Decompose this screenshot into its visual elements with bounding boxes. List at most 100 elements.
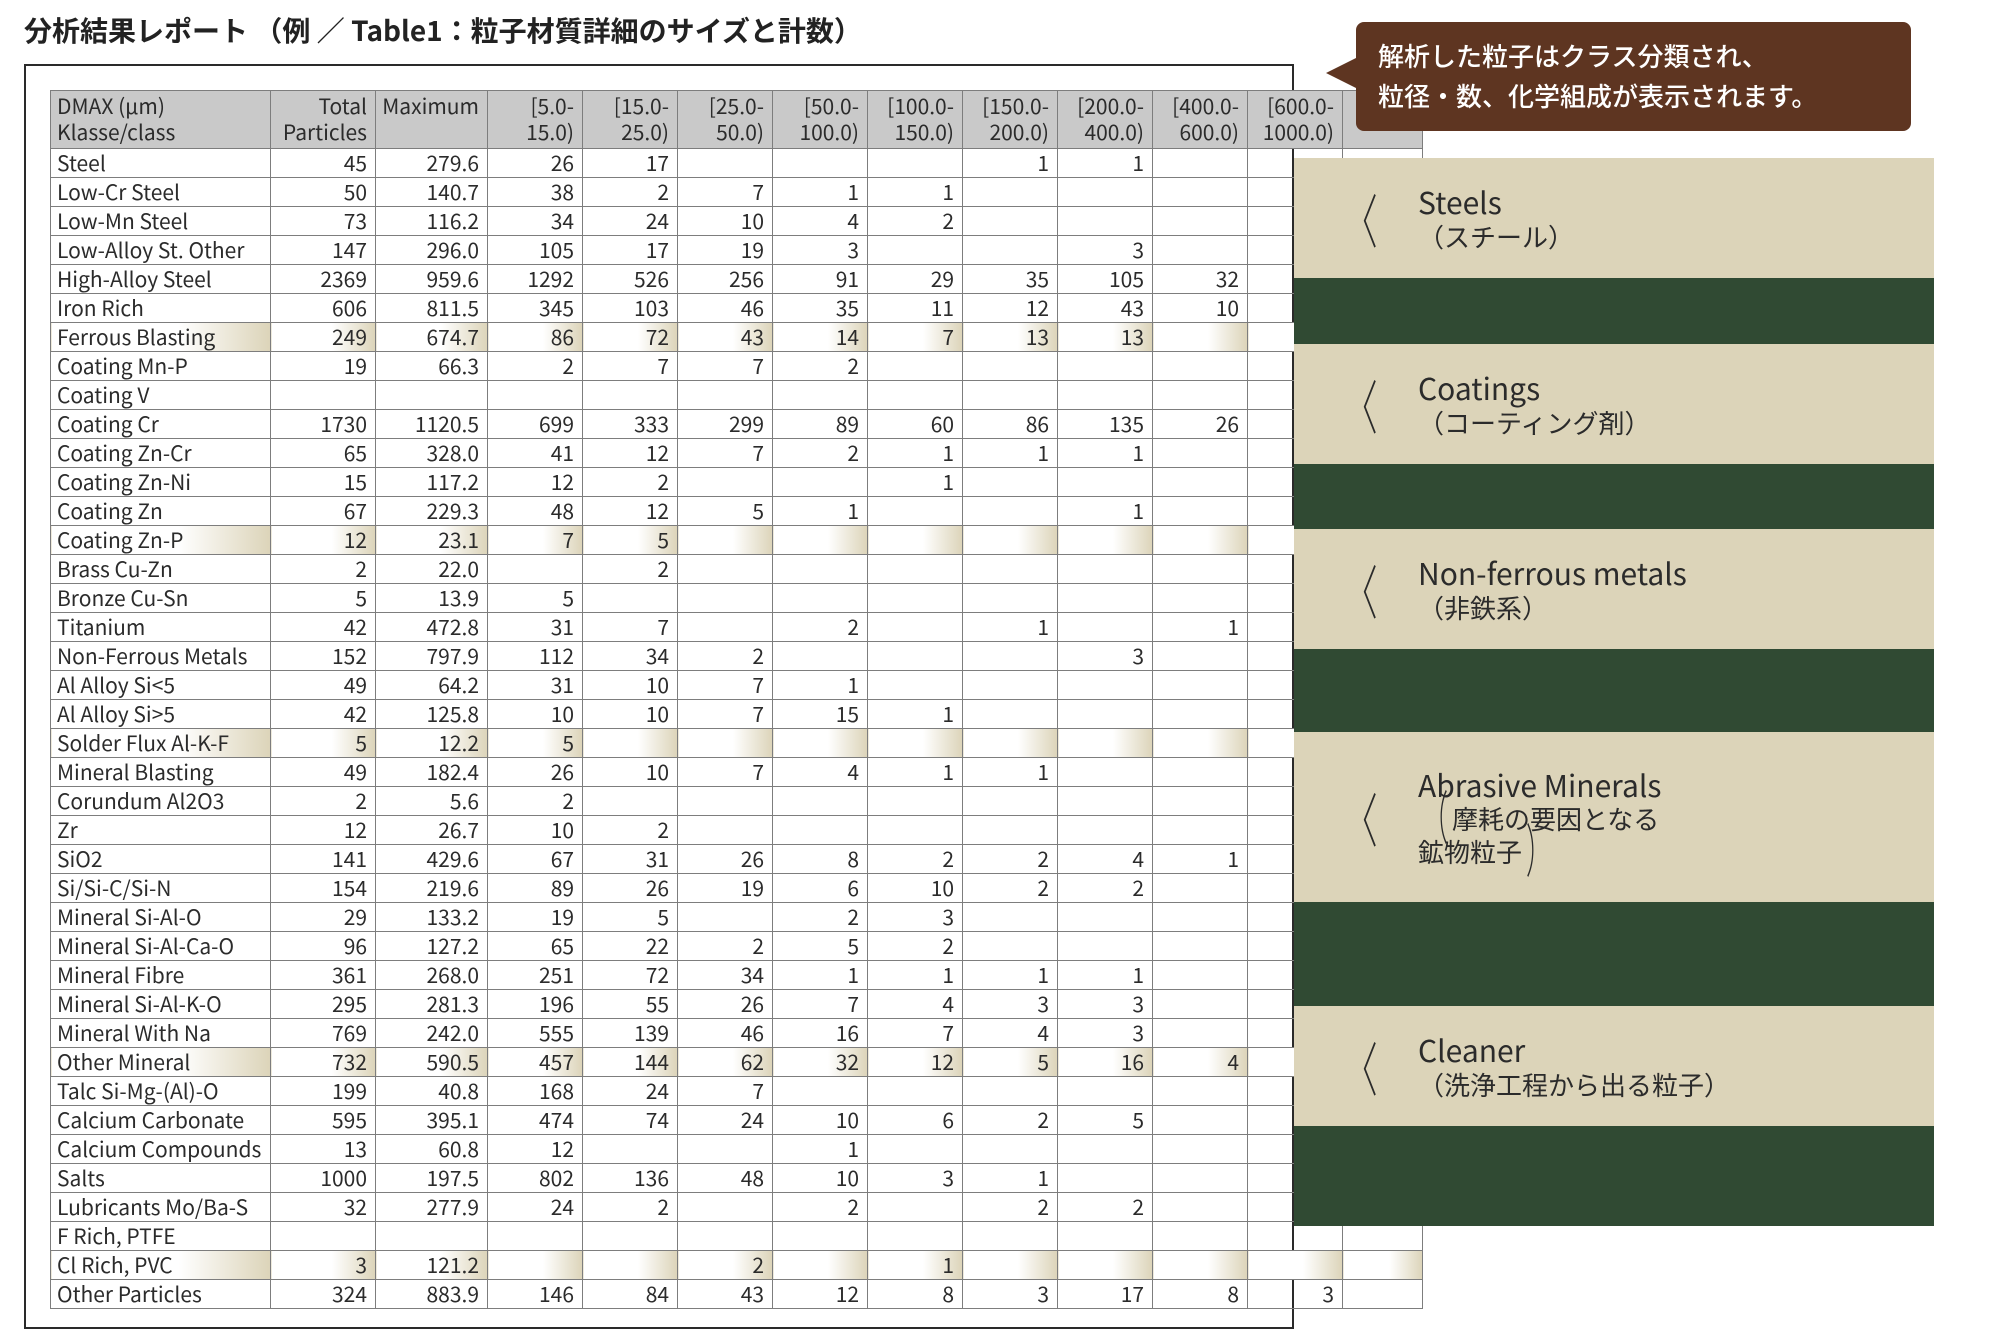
value-cell: 333 bbox=[583, 410, 678, 439]
value-cell bbox=[868, 613, 963, 642]
value-cell: 1 bbox=[963, 149, 1058, 178]
value-cell: 12 bbox=[963, 294, 1058, 323]
value-cell: 324 bbox=[271, 1280, 376, 1309]
value-cell bbox=[1058, 526, 1153, 555]
value-cell bbox=[1153, 236, 1248, 265]
value-cell: 2 bbox=[868, 207, 963, 236]
value-cell: 674.7 bbox=[376, 323, 488, 352]
value-cell: 7 bbox=[583, 613, 678, 642]
value-cell bbox=[1153, 990, 1248, 1019]
value-cell bbox=[1153, 932, 1248, 961]
value-cell bbox=[1153, 642, 1248, 671]
row-name-cell: Calcium Carbonate bbox=[51, 1106, 271, 1135]
value-cell bbox=[773, 1251, 868, 1280]
row-name-cell: Mineral Blasting bbox=[51, 758, 271, 787]
value-cell bbox=[488, 1251, 583, 1280]
value-cell bbox=[963, 1135, 1058, 1164]
table-row: Solder Flux Al-K-F512.25 bbox=[51, 729, 1423, 758]
value-cell: 11 bbox=[868, 294, 963, 323]
row-name-cell: Mineral Si-Al-O bbox=[51, 903, 271, 932]
value-cell bbox=[963, 1222, 1058, 1251]
value-cell bbox=[1153, 1193, 1248, 1222]
value-cell bbox=[963, 1077, 1058, 1106]
table-row: Si/Si-C/Si-N154219.689261961022 bbox=[51, 874, 1423, 903]
row-name-cell: Cl Rich, PVC bbox=[51, 1251, 271, 1280]
value-cell: 182.4 bbox=[376, 758, 488, 787]
value-cell bbox=[868, 1135, 963, 1164]
value-cell: 3 bbox=[1058, 1019, 1153, 1048]
value-cell: 10 bbox=[1153, 294, 1248, 323]
value-cell: 2 bbox=[583, 555, 678, 584]
col-header: [400.0-600.0) bbox=[1153, 91, 1248, 149]
value-cell bbox=[1153, 497, 1248, 526]
value-cell: 3 bbox=[1058, 990, 1153, 1019]
value-cell bbox=[678, 555, 773, 584]
value-cell: 103 bbox=[583, 294, 678, 323]
value-cell bbox=[583, 381, 678, 410]
value-cell bbox=[678, 149, 773, 178]
value-cell: 48 bbox=[678, 1164, 773, 1193]
value-cell bbox=[963, 729, 1058, 758]
value-cell: 12 bbox=[488, 468, 583, 497]
row-name-cell: Coating Cr bbox=[51, 410, 271, 439]
content-row: DMAX (µm)Klasse/classTotalParticlesMaxim… bbox=[24, 64, 1978, 1329]
value-cell bbox=[678, 613, 773, 642]
value-cell bbox=[1153, 816, 1248, 845]
value-cell: 32 bbox=[271, 1193, 376, 1222]
value-cell: 43 bbox=[678, 323, 773, 352]
value-cell: 555 bbox=[488, 1019, 583, 1048]
value-cell: 811.5 bbox=[376, 294, 488, 323]
value-cell bbox=[678, 468, 773, 497]
value-cell: 140.7 bbox=[376, 178, 488, 207]
value-cell bbox=[868, 497, 963, 526]
value-cell bbox=[868, 1193, 963, 1222]
value-cell: 40.8 bbox=[376, 1077, 488, 1106]
table-row: Talc Si-Mg-(Al)-O19940.8168247 bbox=[51, 1077, 1423, 1106]
row-name-cell: Brass Cu-Zn bbox=[51, 555, 271, 584]
value-cell bbox=[868, 352, 963, 381]
table-frame: DMAX (µm)Klasse/classTotalParticlesMaxim… bbox=[24, 64, 1294, 1329]
value-cell bbox=[868, 787, 963, 816]
value-cell: 1292 bbox=[488, 265, 583, 294]
row-name-cell: Steel bbox=[51, 149, 271, 178]
value-cell: 24 bbox=[583, 207, 678, 236]
value-cell: 34 bbox=[583, 642, 678, 671]
value-cell: 12 bbox=[868, 1048, 963, 1077]
value-cell: 1 bbox=[1058, 497, 1153, 526]
value-cell: 2 bbox=[583, 468, 678, 497]
value-cell: 10 bbox=[773, 1106, 868, 1135]
row-name-cell: SiO2 bbox=[51, 845, 271, 874]
row-name-cell: Coating Zn bbox=[51, 497, 271, 526]
row-name-cell: Calcium Compounds bbox=[51, 1135, 271, 1164]
value-cell: 2 bbox=[583, 178, 678, 207]
value-cell: 26.7 bbox=[376, 816, 488, 845]
value-cell: 17 bbox=[1058, 1280, 1153, 1309]
value-cell bbox=[1058, 758, 1153, 787]
row-name-cell: Other Mineral bbox=[51, 1048, 271, 1077]
value-cell: 7 bbox=[678, 439, 773, 468]
value-cell: 50 bbox=[271, 178, 376, 207]
value-cell: 31 bbox=[488, 613, 583, 642]
value-cell: 296.0 bbox=[376, 236, 488, 265]
row-name-cell: Bronze Cu-Sn bbox=[51, 584, 271, 613]
value-cell: 86 bbox=[488, 323, 583, 352]
row-name-cell: F Rich, PTFE bbox=[51, 1222, 271, 1251]
value-cell: 6 bbox=[868, 1106, 963, 1135]
value-cell bbox=[678, 1193, 773, 1222]
row-name-cell: Mineral Si-Al-Ca-O bbox=[51, 932, 271, 961]
value-cell bbox=[868, 642, 963, 671]
value-cell: 196 bbox=[488, 990, 583, 1019]
value-cell bbox=[1153, 352, 1248, 381]
value-cell bbox=[1058, 584, 1153, 613]
value-cell: 12 bbox=[583, 439, 678, 468]
value-cell bbox=[963, 555, 1058, 584]
value-cell: 8 bbox=[868, 1280, 963, 1309]
value-cell: 3 bbox=[773, 236, 868, 265]
value-cell: 154 bbox=[271, 874, 376, 903]
value-cell: 429.6 bbox=[376, 845, 488, 874]
value-cell bbox=[1058, 613, 1153, 642]
value-cell: 1 bbox=[1058, 439, 1153, 468]
value-cell bbox=[1248, 1251, 1343, 1280]
value-cell bbox=[773, 1077, 868, 1106]
value-cell bbox=[678, 381, 773, 410]
